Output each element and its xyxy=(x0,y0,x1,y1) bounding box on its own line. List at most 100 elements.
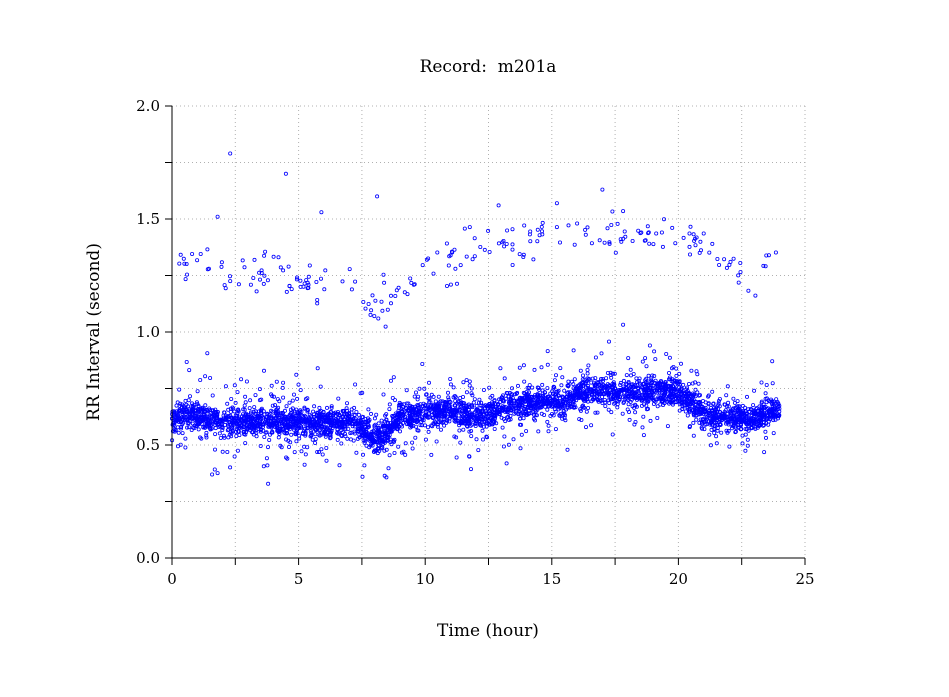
data-point xyxy=(446,395,451,400)
data-point xyxy=(317,409,322,414)
data-point xyxy=(636,389,641,394)
data-point xyxy=(648,418,653,423)
data-point xyxy=(353,382,358,387)
data-point xyxy=(191,404,196,409)
data-point xyxy=(180,431,185,436)
data-point xyxy=(474,408,479,413)
data-point xyxy=(472,397,477,402)
data-point xyxy=(492,398,497,403)
data-point xyxy=(652,349,657,354)
data-point xyxy=(433,420,438,425)
data-point xyxy=(557,413,562,418)
data-point xyxy=(677,408,682,413)
data-point xyxy=(219,260,224,265)
data-point xyxy=(259,268,264,273)
data-point xyxy=(266,418,271,423)
data-point xyxy=(430,424,435,429)
data-point xyxy=(670,377,675,382)
data-point xyxy=(222,283,227,288)
data-point xyxy=(277,431,282,436)
data-point xyxy=(464,390,469,395)
data-point xyxy=(420,416,425,421)
data-point xyxy=(519,412,524,417)
data-point xyxy=(391,439,396,444)
data-point xyxy=(674,373,679,378)
data-point xyxy=(195,389,200,394)
data-point xyxy=(537,393,542,398)
data-point xyxy=(570,397,575,402)
data-point xyxy=(336,431,341,436)
data-point xyxy=(470,393,475,398)
data-point xyxy=(562,388,567,393)
data-point xyxy=(302,462,307,467)
data-point xyxy=(698,239,703,244)
data-point xyxy=(585,385,590,390)
data-point xyxy=(235,390,240,395)
data-point xyxy=(717,418,722,423)
data-point xyxy=(186,425,191,430)
data-point xyxy=(530,385,535,390)
data-point xyxy=(558,240,563,245)
data-point xyxy=(771,408,776,413)
data-point xyxy=(488,395,493,400)
data-point xyxy=(563,418,568,423)
data-point xyxy=(714,406,719,411)
data-point xyxy=(431,394,436,399)
data-point xyxy=(311,409,316,414)
data-point xyxy=(302,405,307,410)
data-point xyxy=(691,420,696,425)
data-point xyxy=(556,388,561,393)
data-point xyxy=(412,394,417,399)
data-point xyxy=(270,429,275,434)
data-point xyxy=(409,280,414,285)
data-point xyxy=(276,417,281,422)
data-point xyxy=(670,402,675,407)
data-point xyxy=(484,415,489,420)
data-point xyxy=(388,378,393,383)
data-point xyxy=(734,419,739,424)
data-point xyxy=(381,392,386,397)
data-point xyxy=(305,445,310,450)
data-point xyxy=(711,420,716,425)
data-point xyxy=(633,410,638,415)
data-point xyxy=(710,241,715,246)
data-point xyxy=(565,405,570,410)
data-point xyxy=(585,371,590,376)
data-point xyxy=(674,366,679,371)
data-point xyxy=(545,386,550,391)
data-point xyxy=(662,217,667,222)
data-point xyxy=(679,400,684,405)
data-point xyxy=(605,370,610,375)
data-point xyxy=(651,242,656,247)
data-point xyxy=(363,432,368,437)
data-point xyxy=(395,422,400,427)
data-point xyxy=(215,409,220,414)
data-point xyxy=(640,398,645,403)
data-point xyxy=(404,388,409,393)
data-point xyxy=(631,371,636,376)
data-point xyxy=(295,420,300,425)
data-point xyxy=(603,385,608,390)
data-point xyxy=(461,427,466,432)
data-point xyxy=(242,265,247,270)
data-point xyxy=(311,421,316,426)
data-point xyxy=(293,413,298,418)
data-point xyxy=(265,278,270,283)
data-point xyxy=(276,419,281,424)
data-point xyxy=(219,422,224,427)
data-point xyxy=(593,376,598,381)
data-point xyxy=(682,391,687,396)
data-point xyxy=(339,433,344,438)
data-point xyxy=(415,428,420,433)
data-point xyxy=(317,405,322,410)
data-point xyxy=(715,428,720,433)
data-point xyxy=(344,401,349,406)
data-point xyxy=(511,407,516,412)
data-point xyxy=(519,432,524,437)
data-point xyxy=(385,436,390,441)
data-point xyxy=(515,390,520,395)
data-point xyxy=(400,409,405,414)
data-point xyxy=(174,417,179,422)
data-point xyxy=(469,428,474,433)
data-point xyxy=(665,424,670,429)
